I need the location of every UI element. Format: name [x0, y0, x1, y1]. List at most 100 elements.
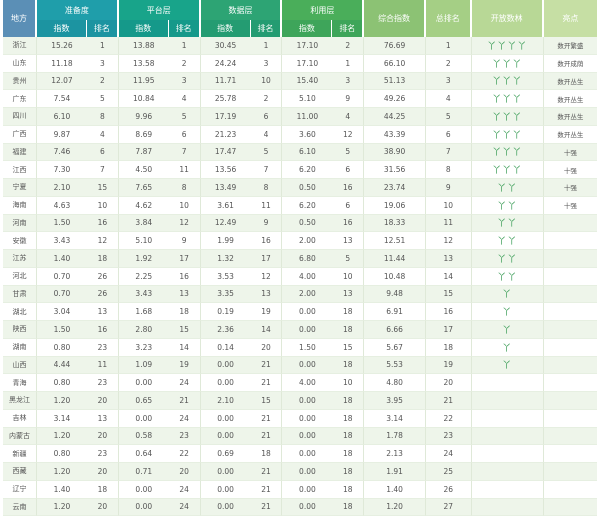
data-rank-cell: 21: [251, 410, 283, 428]
platform-rank-cell: 5: [169, 108, 201, 126]
data-rank-cell: 21: [251, 481, 283, 499]
total-rank-cell: 3: [426, 73, 472, 91]
data-rank-cell: 7: [251, 161, 283, 179]
data-index-cell: 0.00: [201, 410, 251, 428]
platform-index-cell: 0.00: [119, 410, 169, 428]
rating-cell: [544, 481, 597, 499]
total-rank-cell: 2: [426, 55, 472, 73]
rating-cell: 数开丛生: [544, 90, 597, 108]
data-index-cell: 1.99: [201, 232, 251, 250]
platform-index-cell: 1.68: [119, 303, 169, 321]
data-index-cell: 0.14: [201, 339, 251, 357]
readiness-rank-cell: 12: [87, 232, 119, 250]
platform-index-header: 指数: [119, 20, 169, 37]
tree-icon: 丫: [502, 148, 512, 158]
region-cell: 山西: [3, 357, 37, 375]
region-cell: 甘肃: [3, 286, 37, 304]
composite-index-cell: 1.91: [364, 463, 426, 481]
utilization-rank-cell: 18: [332, 321, 364, 339]
utilization-rank-header: 排名: [332, 20, 364, 37]
data-rank-cell: 21: [251, 428, 283, 446]
platform-rank-header: 排名: [169, 20, 201, 37]
data-index-cell: 11.71: [201, 73, 251, 91]
total-rank-cell: 19: [426, 357, 472, 375]
data-rank-cell: 21: [251, 499, 283, 516]
total-rank-cell: 6: [426, 126, 472, 144]
open-level-tree-icons: [472, 428, 544, 446]
tree-icon: 丫: [512, 95, 522, 105]
data-rank-cell: 2: [251, 90, 283, 108]
region-cell: 黑龙江: [3, 392, 37, 410]
utilization-rank-cell: 18: [332, 463, 364, 481]
utilization-rank-cell: 18: [332, 357, 364, 375]
data-rank-cell: 18: [251, 445, 283, 463]
tree-icon: 丫: [502, 60, 512, 70]
total-rank-cell: 24: [426, 445, 472, 463]
rating-cell: [544, 392, 597, 410]
region-cell: 云南: [3, 499, 37, 516]
platform-index-cell: 5.10: [119, 232, 169, 250]
platform-header: 平台层: [119, 0, 201, 20]
tree-icon: 丫: [502, 344, 512, 354]
platform-rank-cell: 22: [169, 445, 201, 463]
tree-icon: 丫: [507, 42, 517, 52]
utilization-index-cell: 6.80: [282, 250, 332, 268]
open-level-tree-icons: [472, 374, 544, 392]
platform-rank-cell: 6: [169, 126, 201, 144]
utilization-rank-cell: 5: [332, 144, 364, 162]
readiness-index-cell: 1.20: [37, 499, 87, 516]
data-rank-cell: 9: [251, 215, 283, 233]
data-index-cell: 12.49: [201, 215, 251, 233]
readiness-rank-cell: 6: [87, 144, 119, 162]
platform-index-cell: 4.50: [119, 161, 169, 179]
region-cell: 安徽: [3, 232, 37, 250]
total-rank-cell: 21: [426, 392, 472, 410]
tree-icon: 丫: [492, 166, 502, 176]
tree-icon: 丫: [497, 237, 507, 247]
region-cell: 湖北: [3, 303, 37, 321]
platform-index-cell: 0.00: [119, 499, 169, 516]
readiness-index-cell: 0.80: [37, 339, 87, 357]
utilization-rank-cell: 16: [332, 215, 364, 233]
total-rank-cell: 26: [426, 481, 472, 499]
tree-icon: 丫: [497, 219, 507, 229]
platform-index-cell: 11.95: [119, 73, 169, 91]
platform-rank-cell: 14: [169, 339, 201, 357]
data-layer-header: 数据层: [201, 0, 283, 20]
platform-rank-cell: 2: [169, 55, 201, 73]
readiness-index-cell: 1.20: [37, 463, 87, 481]
open-level-tree-icons: 丫丫: [472, 179, 544, 197]
open-level-tree-icons: 丫丫丫: [472, 90, 544, 108]
utilization-index-cell: 4.00: [282, 268, 332, 286]
platform-index-cell: 2.80: [119, 321, 169, 339]
open-level-tree-icons: 丫丫: [472, 268, 544, 286]
data-rank-cell: 21: [251, 463, 283, 481]
total-rank-cell: 15: [426, 286, 472, 304]
utilization-rank-cell: 2: [332, 37, 364, 55]
open-level-tree-icons: 丫丫: [472, 250, 544, 268]
tree-icon: 丫: [492, 60, 502, 70]
data-index-header: 指数: [201, 20, 251, 37]
utilization-rank-cell: 6: [332, 161, 364, 179]
total-rank-header: 总排名: [426, 0, 472, 37]
data-rank-cell: 14: [251, 321, 283, 339]
tree-icon: 丫: [517, 42, 527, 52]
utilization-rank-cell: 6: [332, 197, 364, 215]
platform-index-cell: 4.62: [119, 197, 169, 215]
region-cell: 西藏: [3, 463, 37, 481]
rating-cell: [544, 445, 597, 463]
readiness-index-cell: 0.70: [37, 268, 87, 286]
open-level-tree-icons: 丫: [472, 303, 544, 321]
platform-rank-cell: 10: [169, 197, 201, 215]
tree-icon: 丫: [497, 184, 507, 194]
tree-icon: 丫: [492, 77, 502, 87]
utilization-index-cell: 0.50: [282, 215, 332, 233]
open-level-tree-icons: 丫丫丫: [472, 161, 544, 179]
utilization-index-cell: 0.00: [282, 428, 332, 446]
